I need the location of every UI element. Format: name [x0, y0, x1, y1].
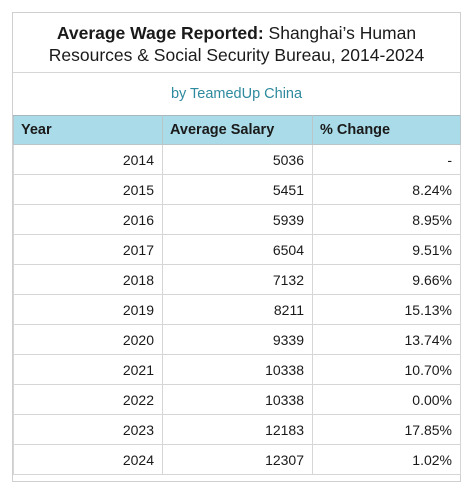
table-body: 2014 5036-2015 5451 8.24% 2016 5939 8.95% 2017 6…: [13, 144, 461, 475]
percent-change-cell: 8.24%: [312, 174, 461, 205]
title-rest: Shanghai’s Human: [263, 23, 417, 43]
year-cell: 2015: [13, 174, 163, 205]
table-row: 2015 5451 8.24%: [13, 174, 461, 205]
year-cell: 2021: [13, 354, 163, 385]
table-row: 2014 5036-: [13, 144, 461, 175]
percent-change-cell: 1.02%: [312, 444, 461, 475]
table-header-row: Year Average Salary % Change: [13, 115, 461, 145]
percent-change-cell: 9.51%: [312, 234, 461, 265]
column-header-percent-change: % Change: [312, 115, 461, 145]
average-salary-cell: 6504: [162, 234, 313, 265]
percent-change-cell: 0.00%: [312, 384, 461, 415]
column-header-average-salary: Average Salary: [162, 115, 313, 145]
wage-table-card: Average Wage Reported: Shanghai’s Human …: [12, 12, 461, 482]
column-header-year: Year: [13, 115, 163, 145]
percent-change-cell: 17.85%: [312, 414, 461, 445]
title-line-1: Average Wage Reported: Shanghai’s Human: [13, 22, 460, 44]
percent-change-cell: 9.66%: [312, 264, 461, 295]
average-salary-cell: 5451: [162, 174, 313, 205]
table-row: 2017 6504 9.51%: [13, 234, 461, 265]
table-row: 2020 9339 13.74%: [13, 324, 461, 355]
table-row: 2018 7132 9.66%: [13, 264, 461, 295]
percent-change-cell: -: [312, 144, 461, 175]
wage-table: Year Average Salary % Change 2014 5036-20…: [13, 115, 461, 475]
title-block: Average Wage Reported: Shanghai’s Human …: [13, 13, 460, 73]
average-salary-cell: 5036: [162, 144, 313, 175]
year-cell: 2019: [13, 294, 163, 325]
table-row: 2021 10338 10.70%: [13, 354, 461, 385]
average-salary-cell: 10338: [162, 354, 313, 385]
percent-change-cell: 8.95%: [312, 204, 461, 235]
title-line-2: Resources & Social Security Bureau, 2014…: [48, 45, 425, 65]
year-cell: 2016: [13, 204, 163, 235]
percent-change-cell: 15.13%: [312, 294, 461, 325]
year-cell: 2024: [13, 444, 163, 475]
average-salary-cell: 12183: [162, 414, 313, 445]
average-salary-cell: 7132: [162, 264, 313, 295]
subtitle: by TeamedUp China: [170, 86, 303, 102]
subtitle-block: by TeamedUp China: [13, 73, 460, 115]
table-row: 2023 12183 17.85%: [13, 414, 461, 445]
average-salary-cell: 12307: [162, 444, 313, 475]
average-salary-cell: 8211: [162, 294, 313, 325]
table-row: 2019 8211 15.13%: [13, 294, 461, 325]
average-salary-cell: 5939: [162, 204, 313, 235]
year-cell: 2017: [13, 234, 163, 265]
table-row: 2016 5939 8.95%: [13, 204, 461, 235]
year-cell: 2020: [13, 324, 163, 355]
table-row: 2024 12307 1.02%: [13, 444, 461, 475]
table-row: 2022 10338 0.00%: [13, 384, 461, 415]
percent-change-cell: 13.74%: [312, 324, 461, 355]
average-salary-cell: 10338: [162, 384, 313, 415]
year-cell: 2022: [13, 384, 163, 415]
average-salary-cell: 9339: [162, 324, 313, 355]
year-cell: 2023: [13, 414, 163, 445]
year-cell: 2018: [13, 264, 163, 295]
title-bold: Average Wage Reported:: [56, 23, 264, 43]
year-cell: 2014: [13, 144, 163, 175]
percent-change-cell: 10.70%: [312, 354, 461, 385]
